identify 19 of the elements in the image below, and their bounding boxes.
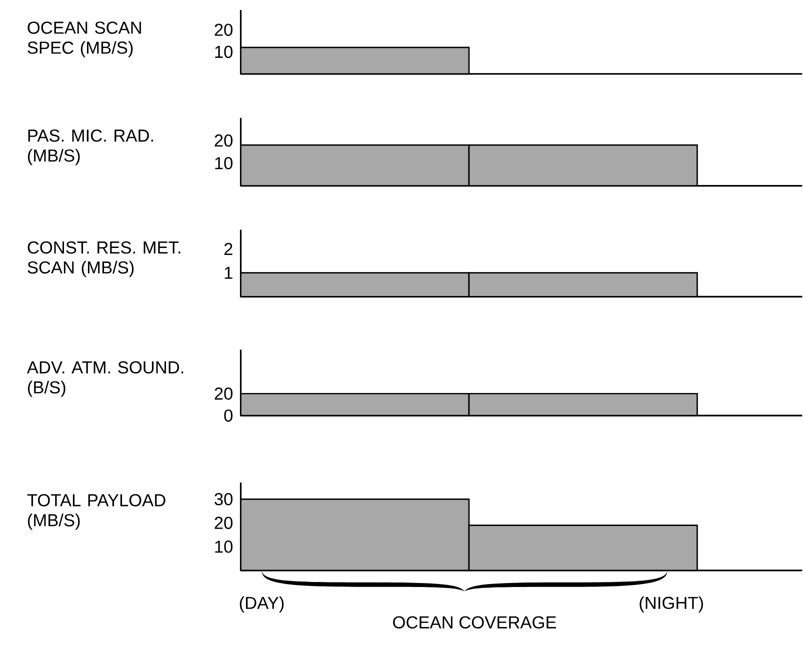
y-axis-title: CONST. RES. MET. SCAN (MB/S) [28,241,180,277]
y-tick-label: 10 [215,156,232,170]
y-tick-label: 30 [214,492,232,506]
y-tick-label: 10 [215,46,232,58]
y-axis-title: OCEAN SCAN SPEC (MB/S) [28,21,141,58]
text: (NIGHT) [640,596,703,612]
y-tick-label: 0 [224,409,233,422]
y-tick-label: 2 [224,242,232,255]
y-axis-title: PAS. MIC. RAD. (MB/S) [28,129,153,165]
y-tick-label: 20 [214,516,232,529]
y-tick-label: 10 [215,540,232,553]
text: (DAY) [240,596,284,612]
y-tick-label: 20 [214,24,232,36]
y-tick-label: 20 [214,134,232,146]
y-axis-title: TOTAL PAYLOAD (MB/S) [27,494,166,530]
y-tick-label: 1 [224,266,232,279]
y-tick-label: 20 [214,387,232,400]
text: OCEAN COVERAGE [393,616,556,628]
y-axis-title: ADV. ATM. SOUND. (B/S) [26,361,184,397]
